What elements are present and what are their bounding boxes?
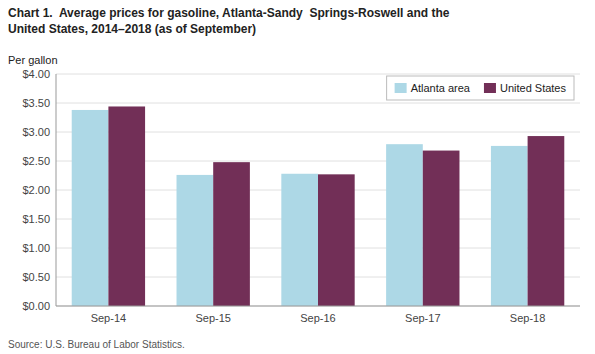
grid-line	[56, 74, 580, 75]
bar	[281, 174, 318, 306]
y-tick-label: $0.00	[22, 300, 50, 312]
title: Chart 1. Average prices for gasoline, At…	[8, 6, 450, 36]
y-axis	[56, 74, 57, 306]
x-tick-label: Sep-18	[510, 312, 545, 324]
legend-frame	[387, 76, 574, 100]
grid-line	[56, 306, 580, 307]
y-tick-label: $2.50	[22, 155, 50, 167]
legend-swatch	[395, 83, 407, 93]
y-tick-label: $1.50	[22, 213, 50, 225]
x-tick-label: Sep-15	[195, 312, 230, 324]
bar	[72, 110, 109, 306]
grid	[56, 74, 580, 306]
y-tick-label: $2.00	[22, 184, 50, 196]
bar	[386, 144, 423, 306]
bar	[213, 162, 250, 306]
legend-label: Atlanta area	[411, 82, 471, 94]
y-tick-label: $3.50	[22, 97, 50, 109]
bar	[177, 175, 214, 306]
bars	[72, 106, 565, 306]
x-tick-label: Sep-16	[300, 312, 335, 324]
y-tick-label: $1.00	[22, 242, 50, 254]
legend: Atlanta area United States	[387, 76, 574, 100]
grid-line	[56, 103, 580, 104]
bar	[528, 136, 565, 306]
chart: Chart 1. Average prices for gasoline, At…	[0, 0, 595, 354]
bar	[491, 146, 528, 306]
title-line: Chart 1. Average prices for gasoline, At…	[8, 6, 450, 20]
x-tick-label: Sep-17	[405, 312, 440, 324]
x-tick-label: Sep-14	[91, 312, 126, 324]
y-axis-label: Per gallon	[8, 54, 58, 66]
source: Source: U.S. Bureau of Labor Statistics.	[8, 339, 185, 350]
y-tick-label: $3.00	[22, 126, 50, 138]
x-axis	[56, 306, 580, 307]
legend-swatch	[484, 83, 496, 93]
y-tick-label: $4.00	[22, 68, 50, 80]
bar	[318, 174, 355, 306]
y-tick-label: $0.50	[22, 271, 50, 283]
bar	[423, 151, 460, 306]
bar	[108, 106, 145, 306]
legend-label: United States	[500, 82, 567, 94]
title-line: United States, 2014–2018 (as of Septembe…	[8, 22, 256, 36]
